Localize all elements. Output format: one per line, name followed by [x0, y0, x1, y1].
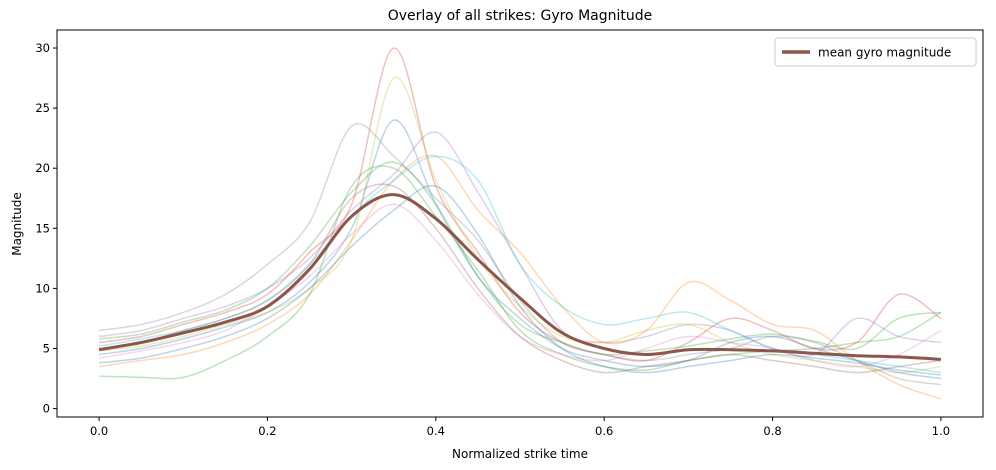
strike-line-5 — [98, 183, 942, 374]
plot-area — [98, 47, 942, 400]
y-tick-label: 0 — [43, 402, 50, 416]
strike-line-7 — [98, 123, 942, 386]
strike-line-3 — [98, 47, 942, 362]
mean-gyro-magnitude-line — [98, 193, 941, 361]
strike-line-1 — [98, 154, 942, 400]
y-tick-label: 20 — [35, 161, 50, 175]
x-tick-label: 0.2 — [258, 424, 276, 438]
strike-line-0 — [98, 119, 942, 380]
strike-line-2 — [99, 165, 942, 380]
strike-line-11 — [99, 161, 942, 356]
y-tick-label: 10 — [35, 281, 50, 295]
chart-title: Overlay of all strikes: Gyro Magnitude — [388, 8, 653, 24]
strike-line-10 — [99, 184, 941, 376]
x-tick-label: 1.0 — [932, 424, 950, 438]
y-tick-label: 5 — [43, 341, 50, 355]
y-tick-label: 30 — [35, 41, 50, 55]
y-axis-label: Magnitude — [10, 192, 24, 256]
axes-frame — [56, 29, 984, 418]
legend: mean gyro magnitude — [774, 37, 977, 67]
x-axis-label: Normalized strike time — [452, 447, 588, 461]
y-axis: 0 5 10 15 20 25 30 — [35, 41, 57, 416]
x-tick-label: 0.4 — [427, 424, 445, 438]
strike-line-6 — [98, 203, 942, 368]
strike-line-8 — [99, 76, 942, 374]
strike-line-4 — [98, 131, 942, 357]
y-tick-label: 15 — [35, 221, 50, 235]
strike-line-9 — [98, 155, 942, 374]
x-tick-label: 0.8 — [763, 424, 781, 438]
legend-box — [774, 37, 977, 67]
x-axis: 0.0 0.2 0.4 0.6 0.8 1.0 — [90, 417, 950, 438]
y-tick-label: 25 — [35, 101, 50, 115]
legend-label-mean: mean gyro magnitude — [818, 46, 951, 60]
x-tick-label: 0.6 — [595, 424, 613, 438]
x-tick-label: 0.0 — [90, 424, 108, 438]
